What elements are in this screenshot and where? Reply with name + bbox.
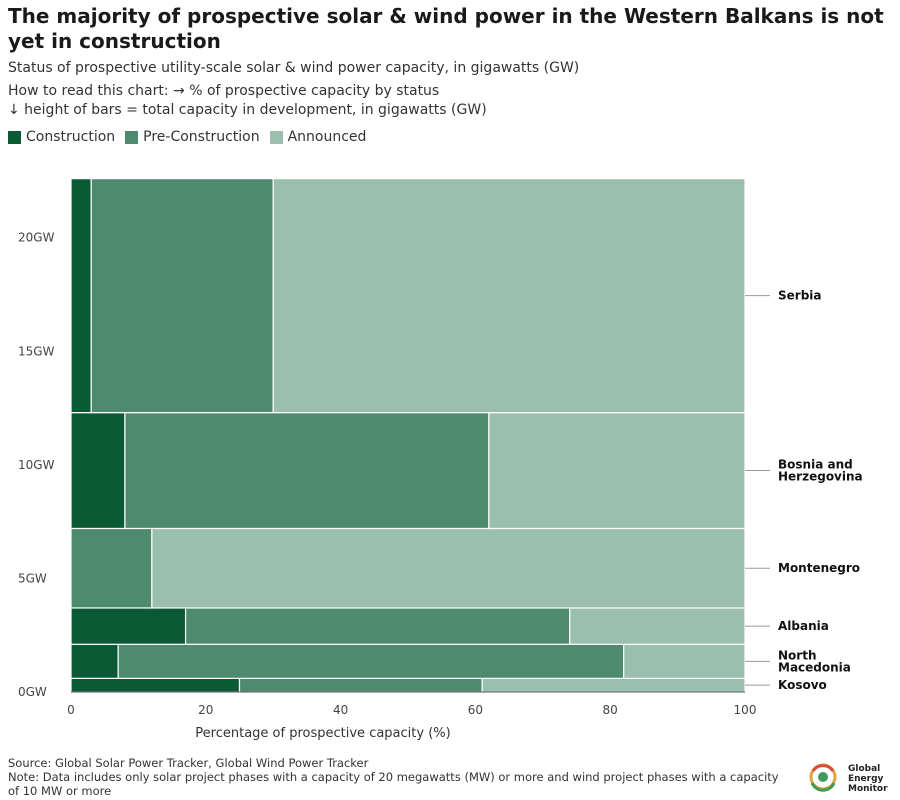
segment-north-macedonia-announced (623, 643, 746, 679)
global-energy-monitor-logo: Global Energy Monitor (804, 762, 894, 794)
x-tick-label: 80 (603, 703, 618, 717)
country-label-serbia: Serbia (778, 289, 822, 303)
country-label-montenegro: Montenegro (778, 561, 860, 575)
country-label-north-macedonia: North Macedonia (778, 648, 851, 674)
country-label-albania: Albania (778, 619, 829, 633)
marimekko-chart: Kosovo North Macedonia Albania Montenegro Bos… (18, 178, 863, 741)
legend-swatch-pre-construction (125, 130, 139, 144)
country-label-bosnia-and-herzegovina: Bosnia and Herzegovina (778, 458, 863, 484)
x-tick-label: 40 (333, 703, 348, 717)
y-tick-label: 15GW (18, 344, 55, 358)
legend-item-announced: Announced (269, 129, 367, 145)
legend: Construction Pre-Construction Announced (8, 129, 366, 145)
globe-logo-icon (809, 763, 837, 792)
how-to-read: How to read this chart: → % of prospecti… (8, 82, 487, 120)
x-tick-label: 60 (468, 703, 483, 717)
segment-montenegro-pre-construction (70, 527, 153, 609)
segment-albania-announced (569, 607, 746, 645)
legend-label-construction: Construction (26, 129, 116, 145)
segment-serbia-pre-construction (90, 178, 274, 414)
segment-kosovo-pre-construction (238, 677, 483, 693)
segment-bosnia-and-herzegovina-pre-construction (124, 411, 490, 530)
legend-label-announced: Announced (287, 129, 367, 145)
segment-montenegro-announced (151, 527, 746, 609)
segment-north-macedonia-construction (70, 643, 119, 679)
x-tick-label: 0 (67, 703, 75, 717)
x-tick-label: 100 (734, 703, 757, 717)
legend-item-pre-construction: Pre-Construction (125, 129, 260, 145)
y-tick-label: 0GW (18, 685, 47, 699)
legend-label-pre-construction: Pre-Construction (143, 129, 260, 145)
x-tick-label: 20 (198, 703, 213, 717)
segment-albania-construction (70, 607, 187, 645)
legend-item-construction: Construction (8, 129, 115, 145)
legend-swatch-announced (269, 130, 283, 144)
chart-subtitle: Status of prospective utility-scale sola… (8, 60, 580, 76)
logo-text: Global Energy Monitor (848, 764, 888, 794)
segment-bosnia-and-herzegovina-construction (70, 411, 126, 530)
y-tick-label: 20GW (18, 231, 55, 245)
x-axis-label: Percentage of prospective capacity (%) (195, 726, 450, 741)
segment-serbia-announced (272, 178, 746, 414)
data-note: Note: Data includes only solar project p… (8, 770, 779, 798)
how-to-read-line-1: How to read this chart: → % of prospecti… (8, 83, 440, 99)
y-tick-label: 10GW (18, 458, 55, 472)
segment-north-macedonia-pre-construction (117, 643, 625, 679)
segment-kosovo-announced (481, 677, 746, 693)
chart-title: The majority of prospective solar & wind… (8, 4, 884, 53)
y-tick-label: 5GW (18, 571, 47, 585)
footer: Source: Global Solar Power Tracker, Glob… (8, 756, 788, 798)
source-note: Source: Global Solar Power Tracker, Glob… (8, 756, 369, 770)
country-label-kosovo: Kosovo (778, 678, 827, 692)
segment-kosovo-construction (70, 677, 241, 693)
segment-albania-pre-construction (184, 607, 571, 645)
legend-swatch-construction (8, 130, 21, 144)
segment-serbia-construction (70, 178, 92, 414)
segment-bosnia-and-herzegovina-announced (488, 411, 746, 530)
how-to-read-line-2: ↓ height of bars = total capacity in dev… (8, 102, 487, 118)
